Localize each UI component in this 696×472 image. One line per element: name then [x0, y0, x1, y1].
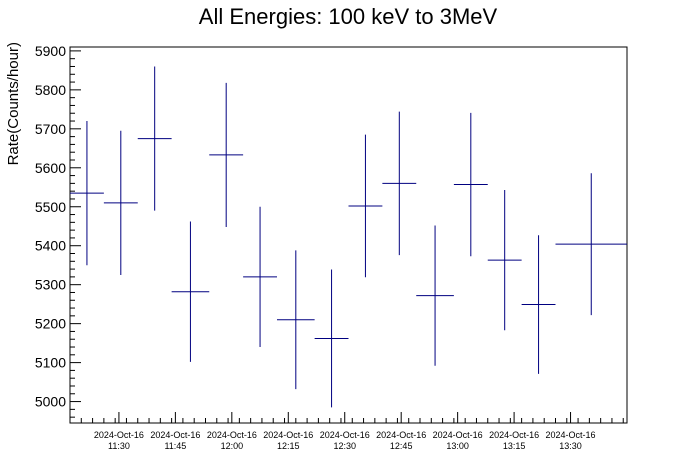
y-tick-label: 5700	[35, 121, 66, 137]
x-tick-date-label: 2024-Oct-16	[433, 430, 483, 440]
data-point	[70, 121, 104, 266]
chart-title: All Energies: 100 keV to 3MeV	[199, 4, 498, 29]
data-point	[521, 235, 556, 374]
x-tick-time-label: 12:45	[390, 441, 413, 451]
y-tick-label: 5200	[35, 316, 66, 332]
x-tick-time-label: 13:00	[446, 441, 469, 451]
y-tick-label: 5100	[35, 355, 66, 371]
data-point	[171, 221, 210, 362]
x-tick-time-label: 12:30	[333, 441, 356, 451]
data-series	[70, 66, 627, 408]
data-point	[137, 66, 172, 211]
x-tick-time-label: 12:15	[277, 441, 300, 451]
y-tick-label: 5500	[35, 199, 66, 215]
x-tick-date-label: 2024-Oct-16	[320, 430, 370, 440]
x-tick-time-label: 13:30	[559, 441, 582, 451]
y-tick-label: 5800	[35, 82, 66, 98]
x-tick-date-label: 2024-Oct-16	[94, 430, 144, 440]
data-point	[209, 82, 244, 228]
data-point	[276, 250, 315, 390]
x-tick-date-label: 2024-Oct-16	[263, 430, 313, 440]
data-point	[348, 134, 383, 278]
x-tick-time-label: 11:30	[108, 441, 130, 451]
x-tick-date-label: 2024-Oct-16	[207, 430, 257, 440]
data-point	[416, 225, 454, 366]
data-point	[453, 112, 488, 257]
y-axis: 5000 5100 5200 5300 5400 5500 5600 5700 5800 5900	[35, 43, 81, 418]
data-point	[314, 269, 349, 408]
x-tick-date-label: 2024-Oct-16	[376, 430, 426, 440]
y-axis-label: Rate(Counts/hour)	[5, 42, 22, 165]
y-tick-label: 5300	[35, 277, 66, 293]
x-tick-date-label: 2024-Oct-16	[546, 430, 596, 440]
x-tick-date-label: 2024-Oct-16	[150, 430, 200, 440]
x-tick-time-label: 13:15	[503, 441, 526, 451]
y-tick-label: 5600	[35, 160, 66, 176]
data-point	[103, 130, 138, 275]
y-tick-label: 5900	[35, 43, 66, 59]
data-point	[243, 206, 277, 348]
x-axis: 2024-Oct-1611:302024-Oct-1611:452024-Oct…	[69, 412, 624, 451]
data-point	[382, 111, 417, 256]
plot-frame	[69, 46, 628, 424]
x-tick-time-label: 12:00	[221, 441, 244, 451]
data-point	[555, 173, 627, 316]
data-point	[487, 189, 522, 331]
y-tick-label: 5400	[35, 238, 66, 254]
x-tick-date-label: 2024-Oct-16	[489, 430, 539, 440]
y-tick-label: 5000	[35, 394, 66, 410]
x-tick-time-label: 11:45	[164, 441, 186, 451]
